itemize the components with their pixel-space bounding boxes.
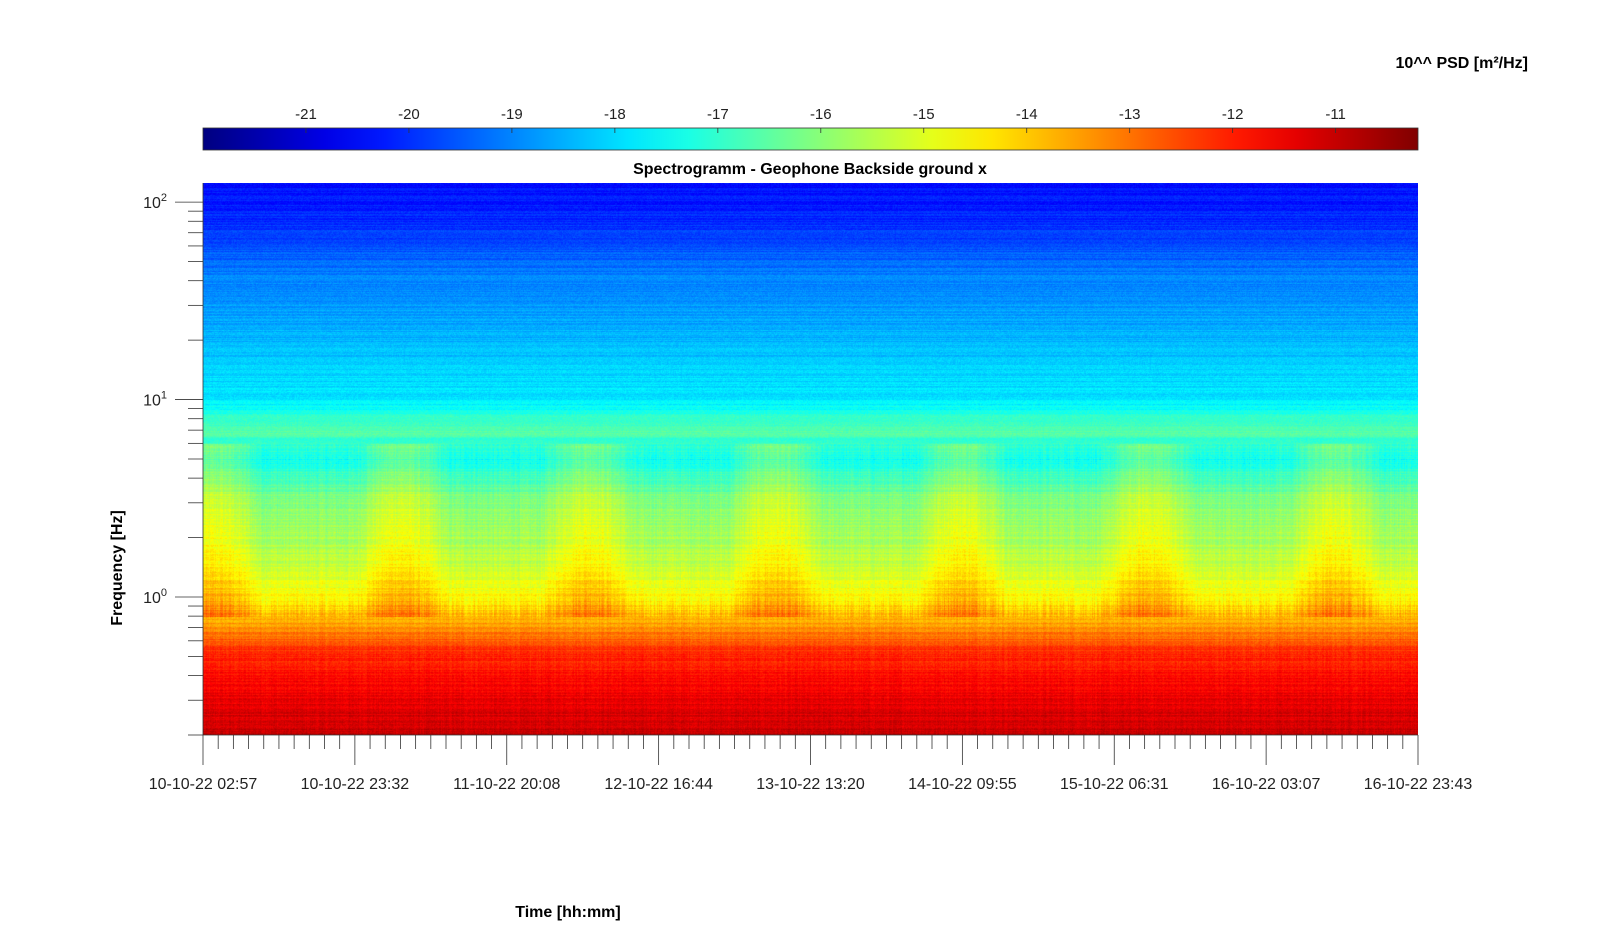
colorbar-tick-label: -21 xyxy=(295,106,317,123)
x-tick-label: 10-10-22 02:57 xyxy=(149,776,258,793)
y-axis-label: Frequency [Hz] xyxy=(109,510,126,626)
y-tick-label: 102 xyxy=(143,192,167,212)
colorbar-gradient xyxy=(202,127,1419,151)
x-axis: 10-10-22 02:57 10-10-22 23:32 11-10-22 20:… xyxy=(149,734,1473,793)
x-tick-label: 11-10-22 20:08 xyxy=(453,776,560,793)
x-tick-label: 12-10-22 16:44 xyxy=(604,776,713,793)
spectrogram-plot-area xyxy=(203,183,1418,735)
colorbar-label: 10^^ PSD [m²/Hz] xyxy=(1396,55,1528,72)
colorbar-tick-label: -13 xyxy=(1119,106,1141,123)
y-tick-label: 101 xyxy=(143,390,167,410)
colorbar: -21 -20 -19 -18 -17 -16 -15 -14 -13 -12 -11 xyxy=(202,106,1419,151)
colorbar-tick-label: -16 xyxy=(810,106,832,123)
x-tick-label: 15-10-22 06:31 xyxy=(1060,776,1169,793)
colorbar-tick-label: -18 xyxy=(604,106,626,123)
chart-title: Spectrogramm - Geophone Backside ground … xyxy=(633,161,987,178)
spectrogram-heatmap xyxy=(203,183,1418,735)
x-tick-label: 16-10-22 03:07 xyxy=(1212,776,1321,793)
x-tick-label: 16-10-22 23:43 xyxy=(1364,776,1473,793)
colorbar-tick-label: -17 xyxy=(707,106,729,123)
x-axis-label: Time [hh:mm] xyxy=(515,904,620,921)
y-tick-label: 100 xyxy=(143,587,167,607)
x-tick-label: 13-10-22 13:20 xyxy=(756,776,865,793)
colorbar-tick-label: -12 xyxy=(1222,106,1244,123)
colorbar-tick-label: -15 xyxy=(913,106,935,123)
colorbar-tick-label: -19 xyxy=(501,106,523,123)
x-tick-label: 14-10-22 09:55 xyxy=(908,776,1017,793)
colorbar-tick-label: -14 xyxy=(1016,106,1038,123)
colorbar-tick-label: -20 xyxy=(398,106,420,123)
x-tick-label: 10-10-22 23:32 xyxy=(301,776,410,793)
colorbar-tick-label: -11 xyxy=(1325,106,1346,123)
y-axis: 100 101 102 xyxy=(143,183,204,736)
